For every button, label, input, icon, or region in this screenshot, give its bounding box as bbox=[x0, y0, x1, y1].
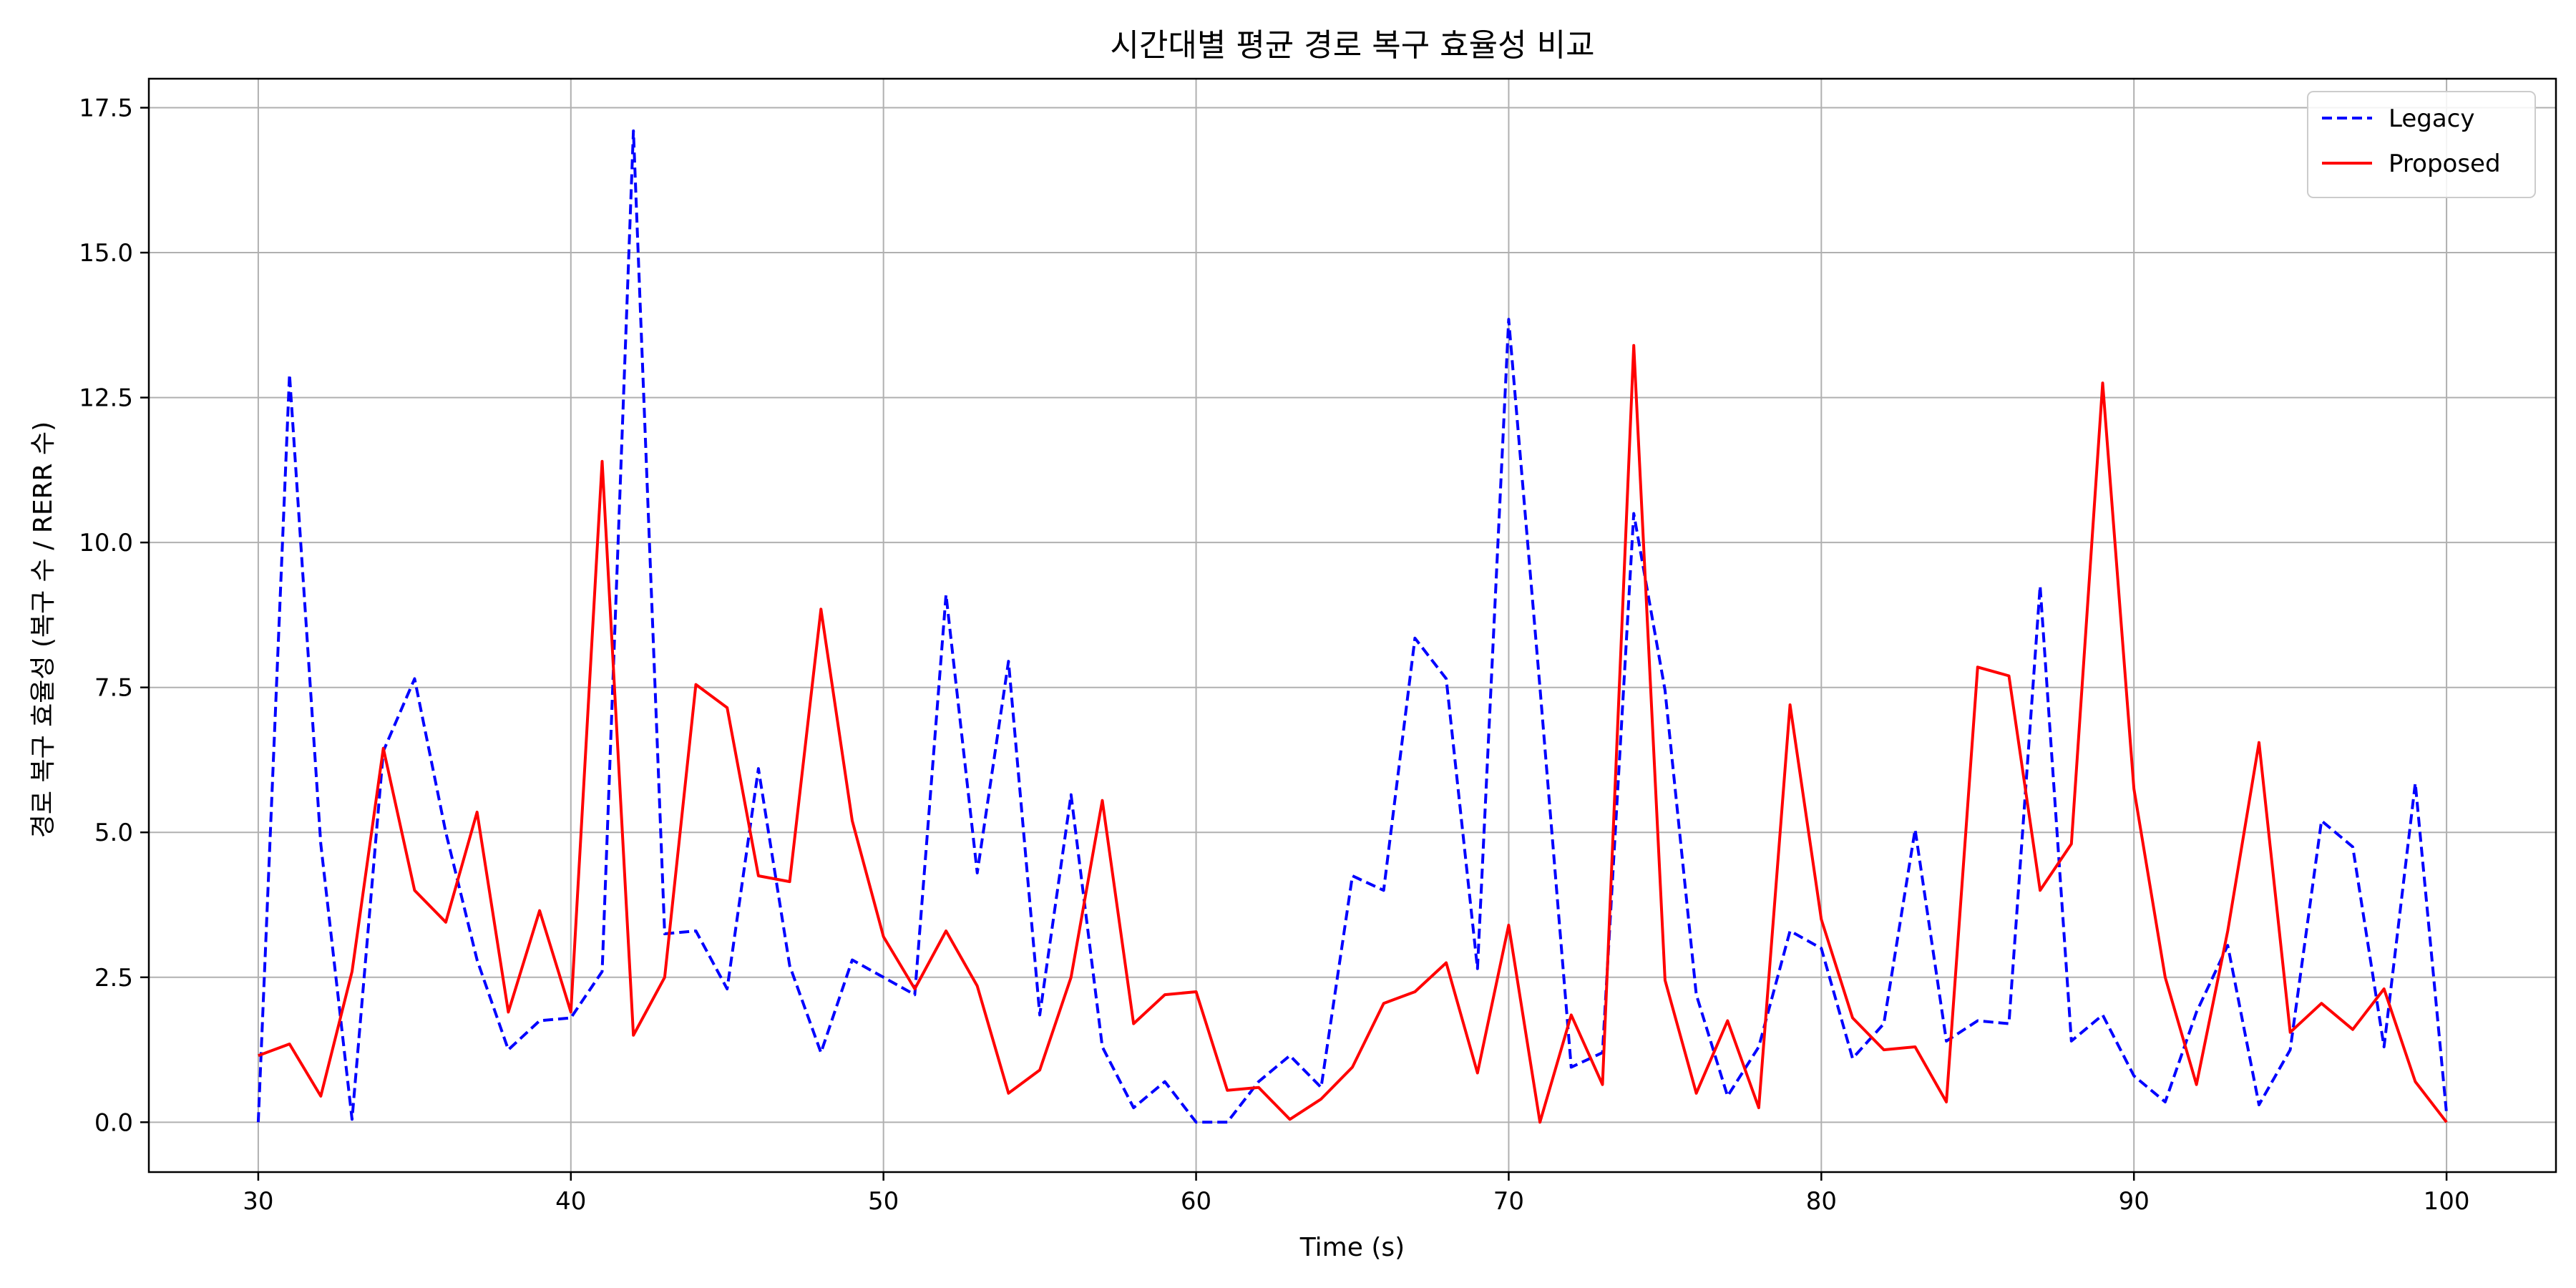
y-tick-label: 10.0 bbox=[79, 529, 133, 557]
plot-frame bbox=[147, 77, 2557, 1174]
series-group bbox=[256, 129, 2449, 1124]
y-tick-label: 17.5 bbox=[79, 94, 133, 123]
x-tick-label: 70 bbox=[1493, 1187, 1524, 1216]
series-line-proposed bbox=[258, 343, 2448, 1124]
x-tick-label: 50 bbox=[868, 1187, 899, 1216]
y-tick-label: 7.5 bbox=[94, 674, 133, 703]
x-tick-label: 30 bbox=[243, 1187, 273, 1216]
grid bbox=[149, 79, 2556, 1172]
x-tick-label: 60 bbox=[1181, 1187, 1211, 1216]
chart-title: 시간대별 평균 경로 복구 효율성 비교 bbox=[1110, 27, 1594, 64]
y-tick-label: 2.5 bbox=[94, 964, 133, 992]
legend-label-legacy: Legacy bbox=[2389, 104, 2475, 133]
ticks: 30 40 50 60 70 80 90 100 0.0 2.5 5.0 7.5 10.0 12.5 15.… bbox=[79, 94, 2469, 1216]
x-tick-label: 80 bbox=[1806, 1187, 1837, 1216]
x-tick-label: 90 bbox=[2119, 1187, 2150, 1216]
series-line-legacy bbox=[256, 129, 2449, 1124]
y-tick-label: 5.0 bbox=[94, 819, 133, 847]
legend-label-proposed: Proposed bbox=[2389, 150, 2501, 178]
legend-box bbox=[2307, 91, 2536, 198]
y-tick-label: 12.5 bbox=[79, 384, 133, 413]
legend: Legacy Proposed bbox=[2307, 91, 2536, 198]
x-axis-label: Time (s) bbox=[1299, 1233, 1405, 1262]
y-axis-label: 경로 복구 효율성 (복구 수 / RERR 수) bbox=[29, 421, 58, 838]
y-tick-label: 0.0 bbox=[94, 1108, 133, 1137]
x-tick-label: 100 bbox=[2424, 1187, 2470, 1216]
x-tick-label: 40 bbox=[555, 1187, 586, 1216]
y-tick-label: 15.0 bbox=[79, 239, 133, 268]
